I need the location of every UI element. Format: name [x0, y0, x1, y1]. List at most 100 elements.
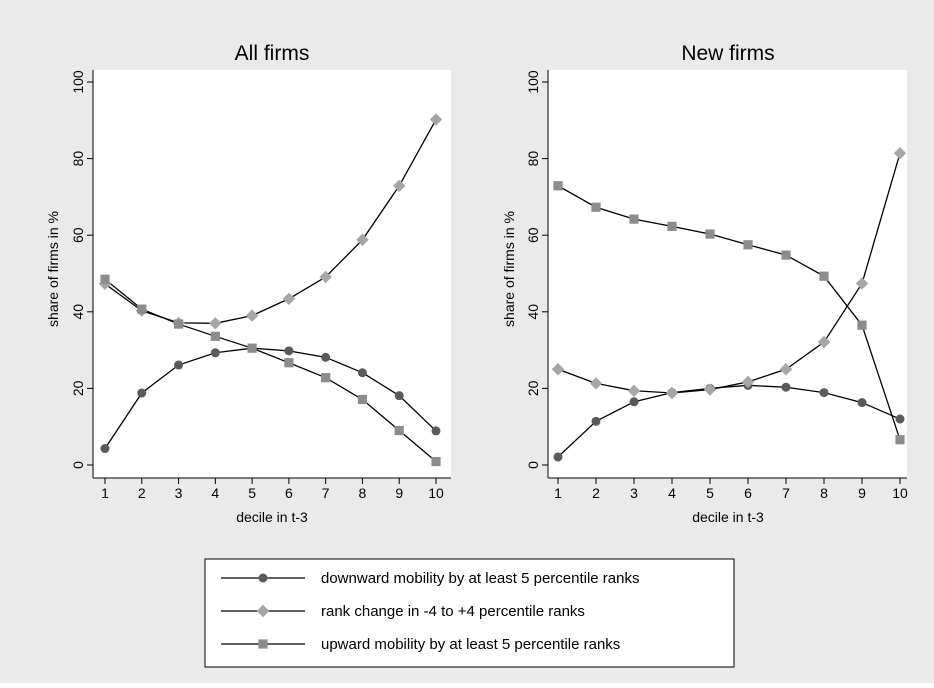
legend-marker-circle — [258, 573, 268, 583]
series-line-circle — [557, 384, 901, 458]
x-tick-label: 7 — [322, 485, 330, 501]
x-tick-label: 5 — [706, 485, 714, 501]
y-tick-label: 40 — [70, 304, 86, 320]
plot-area-new-firms: 0 20 40 60 80 100 1 2 3 4 5 6 7 8 9 10 — [525, 70, 908, 501]
legend-marker-square — [258, 639, 268, 649]
legend: downward mobility by at least 5 percenti… — [204, 558, 735, 668]
plot-area-all-firms: 0 20 40 60 80 100 1 2 3 4 5 6 7 8 9 10 — [70, 70, 451, 501]
x-tick-label: 9 — [858, 485, 866, 501]
data-point-diamond — [817, 335, 831, 349]
data-point-square — [781, 250, 791, 260]
x-tick-label: 1 — [554, 485, 562, 501]
x-axis-label: decile in t-3 — [692, 509, 764, 525]
series-line-square — [104, 278, 437, 463]
plot-background — [93, 70, 451, 478]
y-axis-label: share of firms in % — [45, 211, 61, 327]
legend-marker-diamond — [256, 604, 270, 618]
data-point-square — [100, 274, 110, 284]
y-tick-label: 20 — [525, 380, 541, 396]
legend-label-stable: rank change in -4 to +4 percentile ranks — [321, 603, 585, 620]
legend-items — [221, 573, 305, 649]
x-tick-label: 7 — [782, 485, 790, 501]
data-point-diamond — [779, 363, 793, 376]
data-point-circle — [895, 414, 905, 424]
data-point-square — [895, 435, 905, 445]
data-point-square — [284, 358, 294, 368]
series-line-circle — [104, 347, 437, 449]
data-point-square — [629, 214, 639, 224]
data-point-diamond — [703, 383, 717, 396]
legend-label-downward: downward mobility by at least 5 percenti… — [321, 570, 640, 587]
x-tick-label: 1 — [101, 485, 109, 501]
y-tick-label: 80 — [70, 151, 86, 167]
chart-title: New firms — [681, 42, 774, 65]
y-tick-label: 20 — [70, 380, 86, 396]
data-point-circle — [819, 388, 829, 398]
data-point-square — [137, 304, 147, 314]
data-point-square — [667, 221, 677, 231]
panel-new-firms: New firms share of firms in % decile in … — [501, 42, 908, 525]
x-tick-label: 10 — [428, 485, 444, 501]
x-tick-label: 3 — [175, 485, 183, 501]
legend-label-upward: upward mobility by at least 5 percentile… — [321, 636, 620, 653]
series-line-diamond — [557, 153, 901, 394]
y-tick-label: 100 — [525, 70, 541, 94]
x-tick-label: 8 — [359, 485, 367, 501]
data-point-circle — [174, 360, 184, 370]
data-point-diamond — [627, 384, 641, 397]
x-axis-label: decile in t-3 — [236, 509, 308, 525]
data-point-diamond — [855, 277, 869, 290]
y-tick-label: 0 — [70, 461, 86, 469]
data-point-square — [210, 331, 220, 341]
data-point-circle — [431, 426, 441, 436]
data-point-circle — [284, 346, 294, 356]
data-point-square — [591, 202, 601, 212]
data-point-square — [247, 343, 257, 353]
data-point-square — [553, 181, 563, 191]
data-point-square — [743, 240, 753, 250]
data-point-square — [321, 373, 331, 383]
data-point-diamond — [356, 233, 369, 246]
data-point-square — [394, 425, 404, 436]
data-point-circle — [394, 391, 404, 401]
x-tick-label: 4 — [668, 485, 676, 501]
data-point-circle — [357, 368, 367, 378]
data-point-diamond — [551, 363, 565, 376]
data-point-diamond — [665, 386, 679, 400]
plot-background — [548, 70, 907, 478]
data-point-diamond — [393, 179, 406, 192]
data-point-square — [819, 271, 829, 281]
data-point-square — [431, 456, 441, 467]
series-line-square — [557, 185, 901, 440]
data-point-circle — [210, 348, 220, 358]
y-tick-label: 40 — [525, 304, 541, 320]
x-tick-label: 6 — [744, 485, 752, 501]
data-point-circle — [553, 452, 563, 462]
y-axis-label: share of firms in % — [501, 211, 517, 327]
data-point-diamond — [589, 377, 603, 390]
x-tick-label: 3 — [630, 485, 638, 501]
data-point-circle — [321, 352, 331, 362]
data-point-circle — [781, 382, 791, 392]
legend-box — [204, 558, 735, 668]
y-tick-label: 60 — [525, 227, 541, 243]
chart-title: All firms — [235, 42, 310, 65]
data-point-circle — [591, 416, 601, 426]
x-tick-label: 6 — [285, 485, 293, 501]
y-tick-label: 60 — [70, 227, 86, 243]
data-point-square — [705, 229, 715, 239]
data-point-circle — [137, 388, 147, 398]
data-point-circle — [857, 398, 867, 408]
y-tick-label: 80 — [525, 151, 541, 167]
panel-all-firms: All firms share of firms in % decile in … — [45, 42, 451, 525]
data-point-square — [357, 394, 368, 405]
data-point-diamond — [282, 292, 296, 305]
data-point-diamond — [429, 113, 443, 126]
x-tick-label: 10 — [892, 485, 908, 501]
x-tick-label: 2 — [138, 485, 146, 501]
y-tick-label: 0 — [525, 461, 541, 469]
data-point-diamond — [893, 147, 907, 160]
x-tick-label: 9 — [395, 485, 403, 501]
